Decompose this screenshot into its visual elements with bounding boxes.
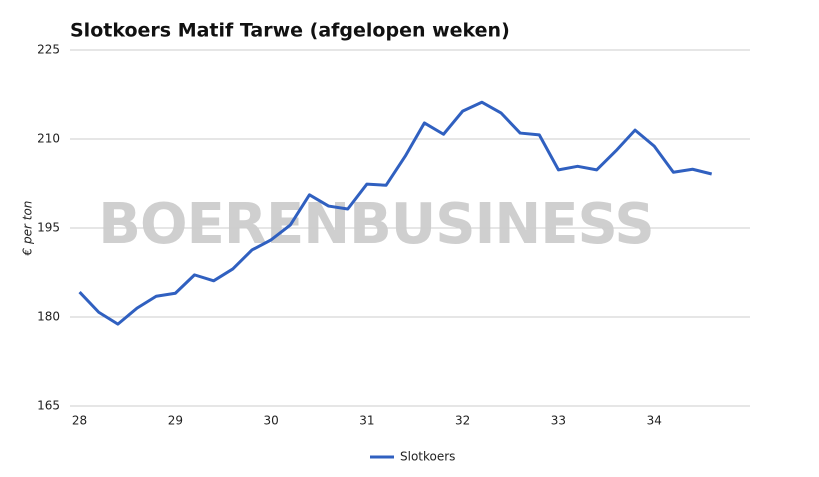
x-tick-label: 32: [455, 414, 470, 428]
line-series: [78, 100, 713, 326]
x-tick-label: 33: [551, 414, 566, 428]
watermark: BOERENBUSINESS: [98, 192, 653, 257]
y-tick-label: 180: [37, 310, 60, 324]
y-tick-label: 165: [37, 399, 60, 413]
x-tick-label: 34: [647, 414, 662, 428]
y-axis-label: € per ton: [21, 201, 35, 257]
x-tick-label: 28: [72, 414, 87, 428]
y-tick-label: 210: [37, 132, 60, 146]
x-tick-label: 31: [359, 414, 374, 428]
chart-title: Slotkoers Matif Tarwe (afgelopen weken): [70, 20, 510, 42]
x-tick-label: 30: [263, 414, 278, 428]
y-tick-label: 195: [37, 221, 60, 235]
legend-label: Slotkoers: [400, 450, 455, 464]
x-tick-label: 29: [168, 414, 183, 428]
y-tick-label: 225: [37, 43, 60, 57]
